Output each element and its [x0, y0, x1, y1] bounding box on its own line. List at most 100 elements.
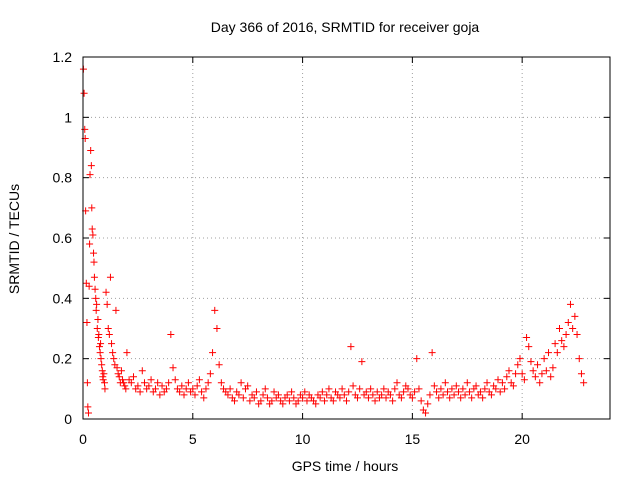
- data-point: [239, 394, 247, 402]
- data-point: [113, 364, 121, 372]
- data-point: [246, 397, 254, 405]
- data-point: [373, 388, 381, 396]
- data-point: [479, 394, 487, 402]
- data-point: [534, 361, 542, 369]
- data-point: [235, 391, 243, 399]
- data-point: [117, 367, 125, 375]
- data-point: [156, 391, 164, 399]
- data-point: [85, 282, 93, 290]
- data-point: [428, 349, 436, 357]
- y-tick-label: 0.2: [53, 351, 73, 367]
- x-tick-label: 5: [189, 431, 197, 447]
- data-point: [437, 385, 445, 393]
- data-point: [101, 379, 109, 387]
- data-point: [472, 382, 480, 390]
- data-point: [120, 379, 128, 387]
- data-point: [93, 325, 101, 332]
- data-point: [98, 361, 106, 369]
- data-point: [340, 391, 348, 399]
- data-point: [83, 318, 91, 326]
- data-point: [393, 379, 401, 387]
- data-point: [417, 397, 425, 405]
- y-tick-label: 0.8: [53, 170, 73, 186]
- data-point: [301, 388, 309, 396]
- data-point: [270, 388, 278, 396]
- data-point: [217, 379, 225, 387]
- data-point: [274, 391, 282, 399]
- data-point: [167, 331, 175, 339]
- data-point: [349, 382, 357, 390]
- data-point: [549, 364, 557, 372]
- data-point: [86, 171, 94, 179]
- data-point: [329, 397, 337, 405]
- data-point: [435, 394, 443, 402]
- data-point: [94, 315, 102, 323]
- x-tick-label: 0: [79, 431, 87, 447]
- data-point: [237, 379, 245, 387]
- data-point: [514, 361, 522, 369]
- data-point: [525, 343, 533, 351]
- data-point: [86, 240, 94, 248]
- data-point: [312, 400, 320, 408]
- data-point: [316, 394, 324, 402]
- data-point: [382, 394, 390, 402]
- data-point: [244, 382, 252, 390]
- data-point: [323, 391, 331, 399]
- data-point: [136, 388, 144, 396]
- data-point: [147, 376, 155, 384]
- data-point: [122, 385, 130, 393]
- y-tick-label: 1.2: [53, 49, 73, 65]
- data-point: [268, 397, 276, 405]
- data-point: [90, 258, 98, 266]
- data-point: [356, 385, 364, 393]
- data-point: [411, 388, 419, 396]
- data-point: [457, 394, 465, 402]
- data-point: [441, 379, 449, 387]
- data-point: [119, 376, 127, 384]
- data-point: [182, 385, 190, 393]
- data-point: [463, 379, 471, 387]
- data-point: [90, 249, 98, 257]
- data-point: [195, 376, 203, 384]
- data-point: [204, 379, 212, 387]
- data-point: [165, 379, 173, 387]
- data-point: [171, 376, 179, 384]
- x-tick-labels: 0 5 10 15 20: [79, 431, 530, 447]
- data-point: [580, 379, 588, 387]
- data-point: [96, 349, 104, 357]
- data-point: [496, 388, 504, 396]
- data-point: [468, 394, 476, 402]
- data-point: [115, 373, 123, 381]
- data-point: [112, 306, 120, 314]
- data-point: [564, 318, 572, 326]
- data-point: [127, 379, 135, 387]
- data-point: [531, 373, 539, 381]
- data-point: [189, 385, 197, 393]
- data-point: [371, 397, 379, 405]
- data-point: [509, 382, 517, 390]
- data-point: [158, 382, 166, 390]
- data-point: [290, 394, 298, 402]
- data-point: [560, 343, 568, 351]
- data-point: [566, 300, 574, 308]
- data-point: [88, 204, 96, 212]
- data-point: [391, 385, 399, 393]
- data-point: [481, 385, 489, 393]
- data-point: [551, 340, 559, 348]
- data-point: [259, 391, 267, 399]
- data-point: [343, 397, 350, 405]
- data-point: [283, 391, 291, 399]
- data-point: [573, 331, 581, 339]
- data-point: [97, 340, 105, 348]
- x-tick-label: 10: [295, 431, 311, 447]
- data-point: [459, 385, 467, 393]
- data-point: [81, 125, 89, 133]
- data-point: [178, 382, 186, 390]
- data-point: [404, 385, 412, 393]
- data-point: [415, 385, 423, 393]
- data-point: [198, 388, 206, 396]
- data-point: [180, 391, 188, 399]
- grid-layer: [83, 57, 610, 419]
- data-point: [389, 397, 397, 405]
- data-point: [231, 397, 239, 405]
